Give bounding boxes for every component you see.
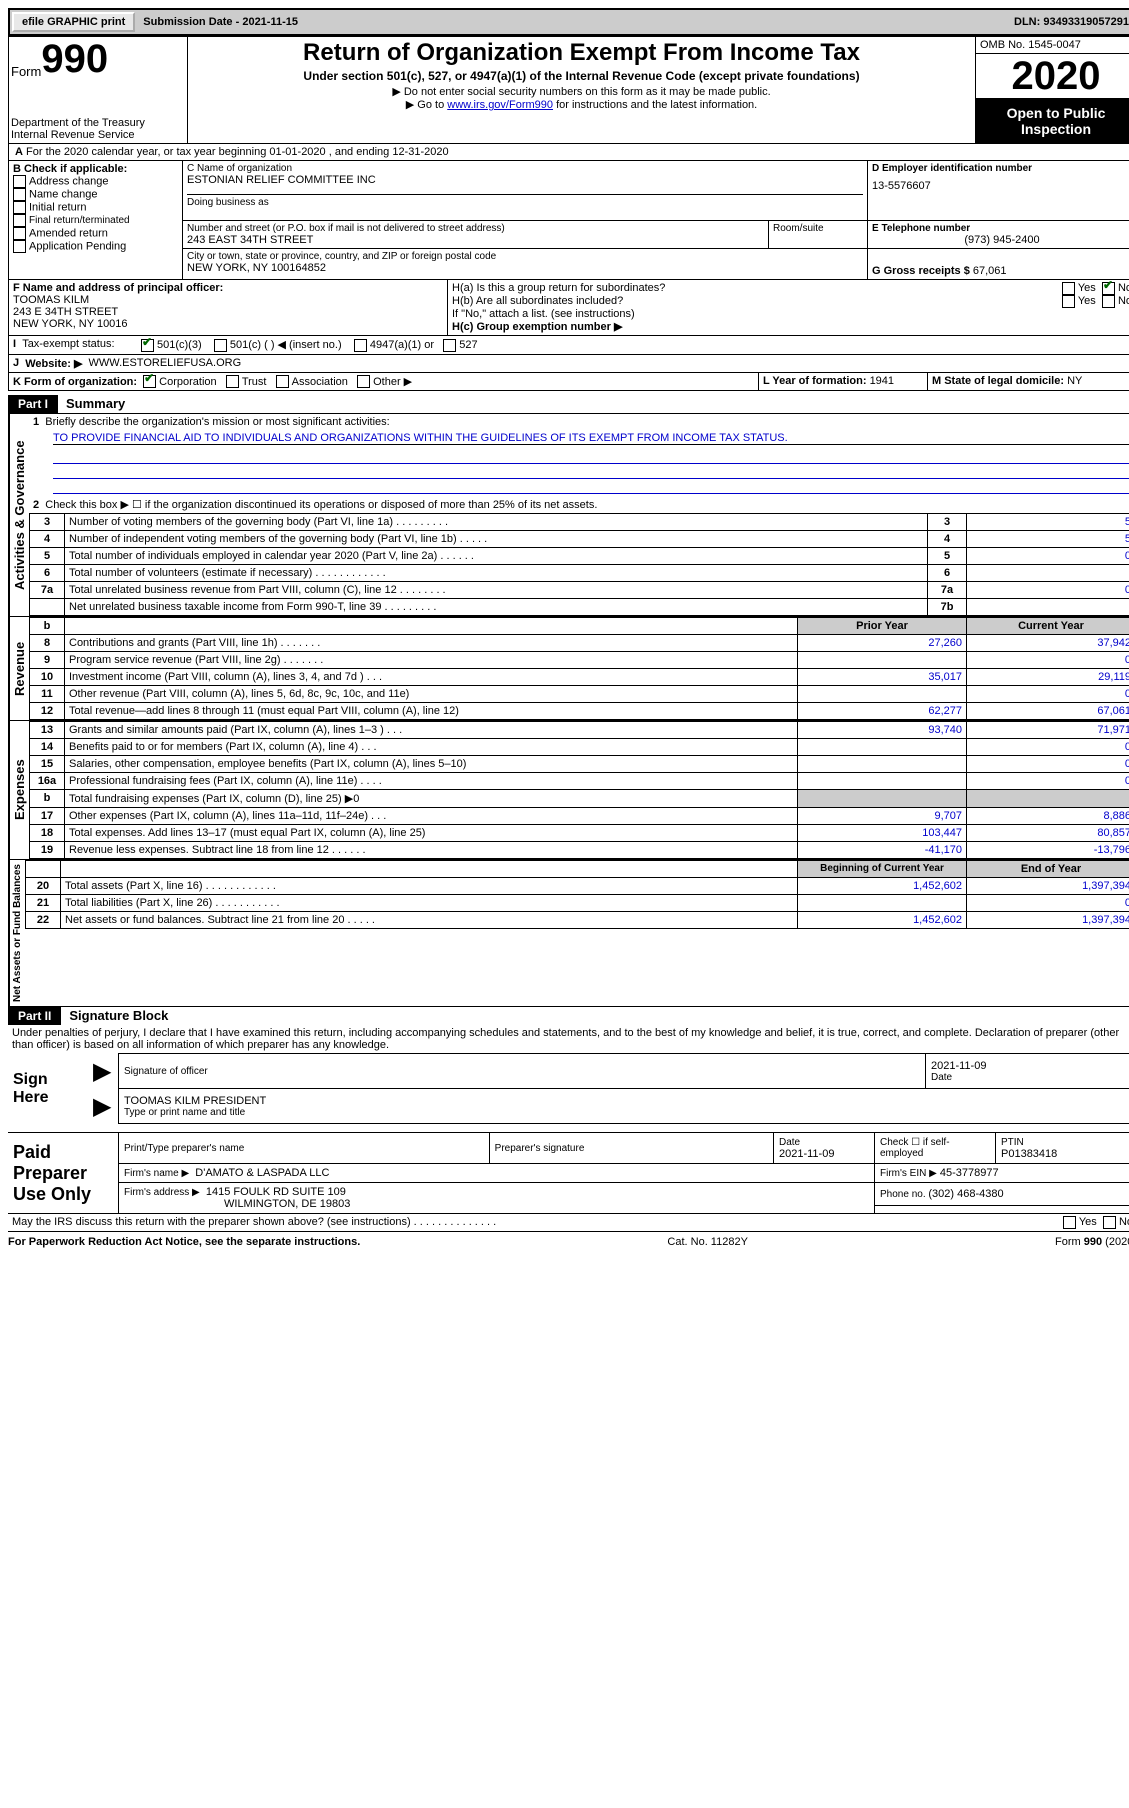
chk-pending[interactable] [13,240,26,253]
chk-address-change[interactable] [13,175,26,188]
chk-discuss-no[interactable] [1103,1216,1116,1229]
top-bar: efile GRAPHIC print Submission Date - 20… [8,8,1129,36]
chk-initial-return[interactable] [13,201,26,214]
part1-header: Part I [8,395,58,413]
org-name: ESTONIAN RELIEF COMMITTEE INC [187,174,863,186]
check-applicable-label: B Check if applicable: [13,163,178,175]
mission-text: TO PROVIDE FINANCIAL AID TO INDIVIDUALS … [53,432,1129,445]
sign-here-label: Sign Here [8,1054,88,1124]
omb-number: OMB No. 1545-0047 [976,37,1129,54]
officer-label: F Name and address of principal officer: [13,282,443,294]
year-formation: L Year of formation: 1941 [758,373,927,391]
chk-hb-yes[interactable] [1062,295,1075,308]
open-inspection: Open to PublicInspection [976,99,1129,143]
subtitle-1: Under section 501(c), 527, or 4947(a)(1)… [194,69,969,83]
side-expenses: Expenses [9,721,29,859]
paperwork-notice: For Paperwork Reduction Act Notice, see … [8,1236,360,1248]
tax-status-label: I Tax-exempt status: [9,336,137,354]
form-header: Form990 Department of the Treasury Inter… [8,36,1129,144]
form-word: Form [11,64,41,79]
discuss-row: May the IRS discuss this return with the… [8,1214,1129,1232]
ha-label: H(a) Is this a group return for subordin… [452,282,1062,295]
part1-title: Summary [58,396,125,411]
phone-label: E Telephone number [872,223,1129,234]
side-activities-governance: Activities & Governance [9,414,29,616]
chk-discuss-yes[interactable] [1063,1216,1076,1229]
dba-label: Doing business as [187,194,863,208]
irs-label: Internal Revenue Service [11,129,181,141]
officer-name: TOOMAS KILM [13,294,443,306]
state-domicile: M State of legal domicile: NY [927,373,1129,391]
tax-year: 2020 [976,54,1129,99]
preparer-table: Paid Preparer Use Only Print/Type prepar… [8,1132,1129,1214]
rev-table: bPrior YearCurrent Year 8Contributions a… [29,617,1129,720]
hb-note: If "No," attach a list. (see instruction… [452,308,1129,320]
submission-date-label: Submission Date - 2021-11-15 [137,16,304,28]
chk-501c[interactable] [214,339,227,352]
form-title: Return of Organization Exempt From Incom… [194,39,969,67]
city-label: City or town, state or province, country… [187,251,863,262]
officer-addr2: NEW YORK, NY 10016 [13,318,443,330]
chk-amended[interactable] [13,227,26,240]
website: WWW.ESTORELIEFUSA.ORG [89,357,242,370]
dept-treasury: Department of the Treasury [11,117,181,129]
na-table: Beginning of Current YearEnd of Year 20T… [25,860,1129,929]
efile-print-button[interactable]: efile GRAPHIC print [12,12,135,32]
q2-label: Check this box ▶ ☐ if the organization d… [45,499,597,511]
side-net-assets: Net Assets or Fund Balances [9,860,25,1006]
street-address: 243 EAST 34TH STREET [187,234,764,246]
section-a: A For the 2020 calendar year, or tax yea… [8,144,1129,391]
exp-table: 13Grants and similar amounts paid (Part … [29,721,1129,859]
website-row: J Website: ▶ WWW.ESTORELIEFUSA.ORG [9,354,1129,372]
subtitle-3: ▶ Go to www.irs.gov/Form990 for instruct… [194,98,969,111]
tax-year-line: A For the 2020 calendar year, or tax yea… [9,144,1129,161]
form-number: 990 [41,37,108,81]
chk-527[interactable] [443,339,456,352]
org-name-label: C Name of organization [187,163,863,174]
gross-receipts: G Gross receipts $ 67,061 [868,249,1129,279]
hc-label: H(c) Group exemption number ▶ [452,320,1129,333]
part2-header: Part II [8,1007,61,1025]
side-revenue: Revenue [9,617,29,720]
dln: DLN: 93493319057291 [1008,16,1129,28]
chk-ha-yes[interactable] [1062,282,1075,295]
room-suite-label: Room/suite [768,221,867,248]
chk-501c3[interactable] [141,339,154,352]
paid-preparer-label: Paid Preparer Use Only [8,1133,119,1214]
chk-assoc[interactable] [276,375,289,388]
q1-label: Briefly describe the organization's miss… [45,416,389,428]
phone: (973) 945-2400 [872,234,1129,246]
chk-trust[interactable] [226,375,239,388]
chk-name-change[interactable] [13,188,26,201]
chk-4947[interactable] [354,339,367,352]
ein-label: D Employer identification number [872,163,1129,174]
chk-hb-no[interactable] [1102,295,1115,308]
instructions-link[interactable]: www.irs.gov/Form990 [447,99,553,111]
part2-title: Signature Block [61,1008,168,1023]
chk-ha-no[interactable] [1102,282,1115,295]
cat-no: Cat. No. 11282Y [667,1236,748,1248]
perjury-text: Under penalties of perjury, I declare th… [8,1025,1129,1053]
hb-label: H(b) Are all subordinates included? [452,295,1062,308]
form-org-row: K Form of organization: Corporation Trus… [9,373,758,391]
city-state-zip: NEW YORK, NY 100164852 [187,262,863,274]
chk-final-return[interactable] [13,214,26,227]
signature-table: Sign Here ▶ Signature of officer 2021-11… [8,1053,1129,1124]
subtitle-2: ▶ Do not enter social security numbers o… [194,85,969,98]
chk-other[interactable] [357,375,370,388]
form-no-footer: Form 990 (2020) [1055,1236,1129,1248]
arrow-icon: ▶ [88,1054,119,1089]
officer-addr1: 243 E 34TH STREET [13,306,443,318]
addr-label: Number and street (or P.O. box if mail i… [187,223,764,234]
ein: 13-5576607 [872,174,1129,198]
chk-corp[interactable] [143,375,156,388]
ag-table: 3Number of voting members of the governi… [29,513,1129,616]
